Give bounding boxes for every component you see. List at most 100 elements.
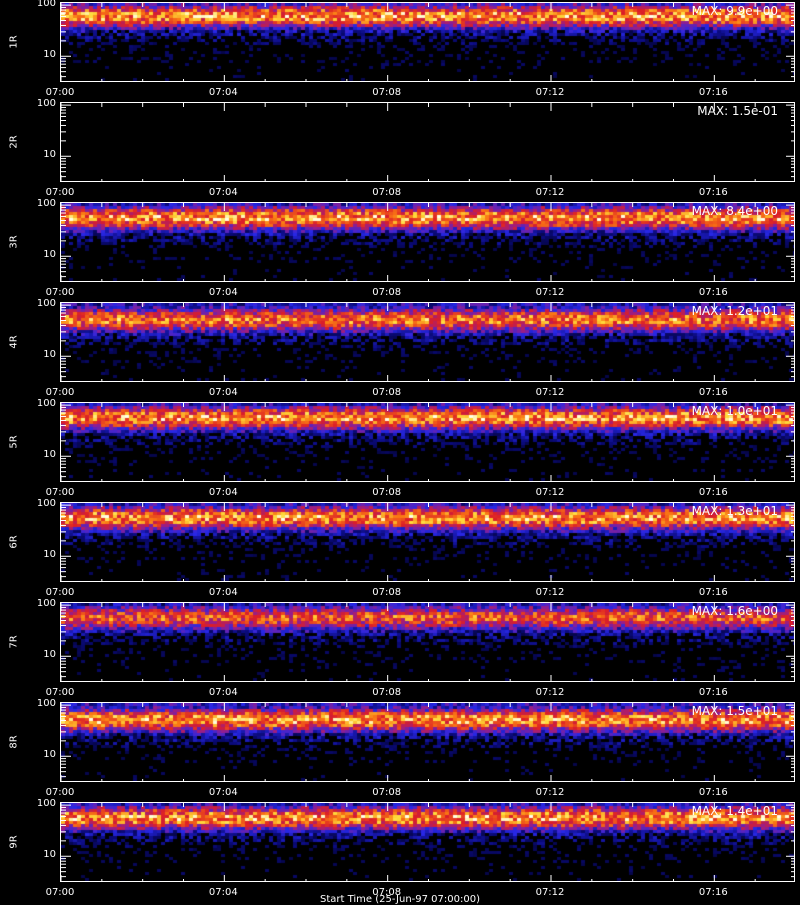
max-value-label: MAX: 9.9e+00	[691, 4, 778, 18]
panel-8r: 8R 100 10 MAX: 1.5e+01 07:00 07:04 07:08 07:12 0…	[0, 698, 800, 802]
axis-ticks	[61, 3, 794, 81]
panel-3r: 3R 100 10 MAX: 8.4e+00 07:00 07:04 07:08 07:12 0…	[0, 198, 800, 302]
panel-6r: 6R 100 10 MAX: 1.3e+01 07:00 07:04 07:08 07:12 0…	[0, 498, 800, 602]
axis-ticks	[61, 203, 794, 281]
x-tick-label: 07:04	[208, 287, 238, 298]
spectrogram-plot	[60, 2, 795, 82]
y-tick-label: 10	[43, 749, 56, 761]
x-tick-label: 07:00	[45, 487, 75, 498]
panel-9r: 9R 100 10 MAX: 1.4e+01 07:00 07:04 07:08 07:12 0…	[0, 798, 800, 902]
x-tick-label: 07:12	[535, 787, 565, 798]
panel-5r: 5R 100 10 MAX: 1.0e+01 07:00 07:04 07:08 07:12 0…	[0, 398, 800, 502]
x-tick-label: 07:00	[45, 887, 75, 898]
x-tick-label: 07:08	[372, 487, 402, 498]
spectrogram-plot	[60, 502, 795, 582]
y-tick-label: 10	[43, 549, 56, 561]
spectrogram-plot	[60, 202, 795, 282]
y-tick-label: 10	[43, 49, 56, 61]
x-tick-label: 07:08	[372, 687, 402, 698]
axis-ticks	[61, 403, 794, 481]
y-axis-label: 7R	[8, 635, 20, 649]
x-tick-label: 07:16	[698, 487, 728, 498]
y-tick-label: 100	[36, 498, 56, 510]
axis-ticks	[61, 503, 794, 581]
spectrogram-plot	[60, 402, 795, 482]
x-tick-label: 07:08	[372, 187, 402, 198]
axis-ticks	[61, 703, 794, 781]
axis-ticks	[61, 303, 794, 381]
panel-1r: 1R 100 10 MAX: 9.9e+00 07:00 07:04 07:08 07:12 0…	[0, 0, 800, 102]
y-tick-label: 100	[36, 698, 56, 710]
panel-4r: 4R 100 10 MAX: 1.2e+01 07:00 07:04 07:08 07:12 0…	[0, 298, 800, 402]
x-tick-label: 07:12	[535, 487, 565, 498]
x-tick-label: 07:04	[208, 387, 238, 398]
x-tick-label: 07:12	[535, 887, 565, 898]
x-tick-label: 07:08	[372, 887, 402, 898]
x-tick-label: 07:04	[208, 87, 238, 98]
y-axis-label: 4R	[8, 335, 20, 349]
panel-7r: 7R 100 10 MAX: 1.6e+00 07:00 07:04 07:08 07:12 0…	[0, 598, 800, 702]
x-tick-label: 07:00	[45, 187, 75, 198]
y-tick-label: 100	[36, 798, 56, 810]
x-tick-label: 07:08	[372, 87, 402, 98]
x-tick-label: 07:00	[45, 287, 75, 298]
x-tick-label: 07:00	[45, 587, 75, 598]
x-tick-label: 07:08	[372, 587, 402, 598]
x-tick-label: 07:04	[208, 887, 238, 898]
y-tick-label: 10	[43, 849, 56, 861]
y-tick-label: 100	[36, 0, 56, 10]
x-tick-label: 07:16	[698, 87, 728, 98]
spectrogram-image	[61, 403, 794, 481]
spectrogram-image	[61, 203, 794, 281]
max-value-label: MAX: 1.2e+01	[691, 304, 778, 318]
spectrogram-plot	[60, 602, 795, 682]
x-tick-label: 07:12	[535, 587, 565, 598]
x-tick-label: 07:12	[535, 187, 565, 198]
max-value-label: MAX: 1.6e+00	[691, 604, 778, 618]
spectrogram-image	[61, 603, 794, 681]
x-tick-label: 07:12	[535, 287, 565, 298]
spectrogram-image	[61, 3, 794, 81]
x-tick-label: 07:16	[698, 887, 728, 898]
y-tick-label: 100	[36, 198, 56, 210]
axis-ticks	[61, 603, 794, 681]
y-tick-label: 100	[36, 298, 56, 310]
spectrogram-plot	[60, 802, 795, 882]
axis-ticks	[61, 803, 794, 881]
x-tick-label: 07:00	[45, 787, 75, 798]
max-value-label: MAX: 1.5e+01	[691, 704, 778, 718]
y-axis-label: 3R	[8, 235, 20, 249]
x-tick-label: 07:04	[208, 187, 238, 198]
x-tick-label: 07:16	[698, 387, 728, 398]
y-axis-label: 2R	[8, 135, 20, 149]
y-tick-label: 10	[43, 649, 56, 661]
x-tick-label: 07:16	[698, 587, 728, 598]
x-tick-label: 07:00	[45, 87, 75, 98]
y-tick-label: 10	[43, 349, 56, 361]
max-value-label: MAX: 1.0e+01	[691, 404, 778, 418]
max-value-label: MAX: 8.4e+00	[691, 204, 778, 218]
y-tick-label: 10	[43, 449, 56, 461]
spectrogram-image	[61, 503, 794, 581]
max-value-label: MAX: 1.4e+01	[691, 804, 778, 818]
spectrogram-plot	[60, 302, 795, 382]
x-tick-label: 07:16	[698, 287, 728, 298]
x-tick-label: 07:12	[535, 687, 565, 698]
x-tick-label: 07:00	[45, 687, 75, 698]
spectrogram-image	[61, 703, 794, 781]
y-tick-label: 100	[36, 98, 56, 110]
y-axis-label: 1R	[8, 35, 20, 49]
spectrogram-plot	[60, 102, 795, 182]
x-tick-label: 07:08	[372, 287, 402, 298]
x-tick-label: 07:12	[535, 87, 565, 98]
y-tick-label: 100	[36, 398, 56, 410]
y-axis-label: 9R	[8, 835, 20, 849]
x-tick-label: 07:00	[45, 387, 75, 398]
x-tick-label: 07:12	[535, 387, 565, 398]
spectrogram-image	[61, 803, 794, 881]
y-axis-label: 5R	[8, 435, 20, 449]
spectrogram-image	[61, 103, 794, 181]
x-tick-label: 07:04	[208, 487, 238, 498]
x-tick-label: 07:16	[698, 687, 728, 698]
